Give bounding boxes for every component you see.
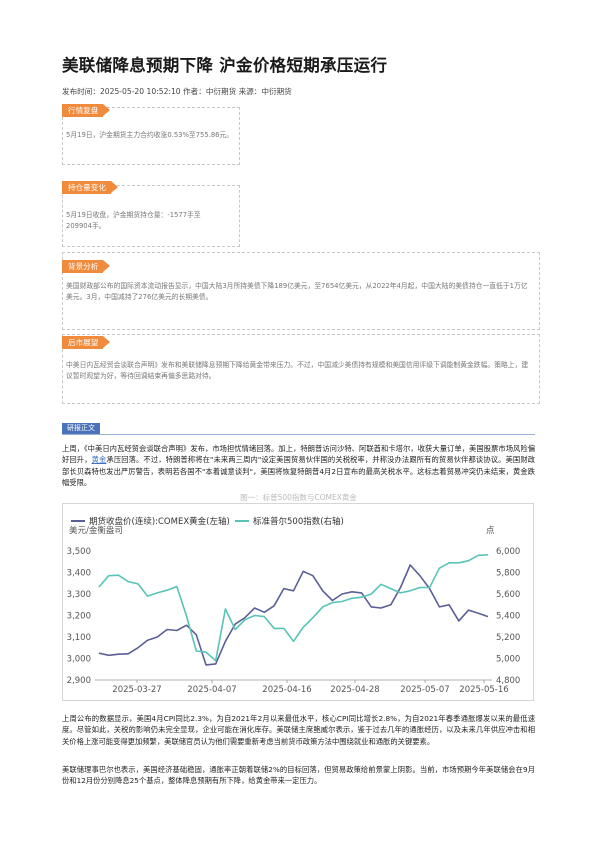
- background-text: 美国财政部公布的国际资本流动报告显示，中国大陆3月所持美债下降189亿美元，至7…: [66, 282, 528, 301]
- market-review-text: 5月19日，沪金期货主力合约收涨0.53%至755.86元。: [66, 131, 234, 139]
- background-tag: 背景分析: [62, 260, 111, 273]
- paragraph-1: 上周，《中美日内瓦经贸会谈联合声明》发布，市场担忧情绪回落。加上，特朗普访问沙特…: [62, 443, 535, 489]
- gold-link[interactable]: 黄金: [91, 455, 107, 465]
- x-axis-tick-label: 2025-03-27: [112, 685, 161, 695]
- right-axis-tick-label: 5,200: [496, 633, 520, 643]
- position-change-tag: 持仓量变化: [62, 181, 118, 194]
- report-title: 美联储降息预期下降 沪金价格短期承压运行: [62, 56, 388, 75]
- chart-frame: 2,900 3,000 3,100 3,200 3,300 3,400 3,500 4,800…: [62, 503, 534, 701]
- report-body-label: 研报正文: [62, 423, 100, 434]
- market-review-box: [62, 107, 240, 165]
- position-change-text: 5月19日收盘，沪金期货持仓量：-1577手至209904手。: [66, 211, 201, 230]
- right-axis-tick-label: 5,600: [496, 590, 520, 600]
- market-review-tag: 行情复盘: [62, 104, 111, 117]
- right-axis-unit: 点: [486, 526, 495, 536]
- section-divider: [62, 434, 535, 435]
- legend-label-gold: 期货收盘价(连续):COMEX黄金(左轴): [89, 516, 230, 527]
- paragraph-3: 美联储理事巴尔也表示，美国经济基础稳固，通胀率正朝着联储2%的目标回落，但贸易政…: [62, 765, 535, 786]
- right-axis-tick-label: 4,800: [496, 676, 520, 686]
- left-axis-unit: 美元/金衡盎司: [69, 525, 123, 536]
- outlook-text: 中美日内瓦经贸会谈联合声明》发布和美联储降息预期下降给黄金带来压力。不过，中国减…: [66, 361, 529, 380]
- gold-sp500-chart: 2,900 3,000 3,100 3,200 3,300 3,400 3,500 4,800…: [67, 516, 521, 695]
- left-axis-tick-label: 3,100: [67, 633, 91, 643]
- left-axis-tick-label: 3,200: [67, 612, 91, 622]
- left-axis-tick-label: 3,500: [67, 547, 91, 557]
- right-axis-tick-label: 5,400: [496, 612, 520, 622]
- report-meta: 发布时间：2025-05-20 10:52:10 作者：中衍期货 来源：中衍期货: [62, 87, 292, 96]
- x-axis-tick-label: 2025-05-07: [400, 685, 449, 695]
- series-line-gold: [98, 564, 489, 666]
- paragraph-1-a: 上周，《中美日内瓦经贸会谈联合声明》发布，市场担忧情绪回落。加上，特朗普访问沙特…: [62, 444, 535, 465]
- x-axis-tick-label: 2025-04-16: [262, 685, 311, 695]
- x-axis-tick-label: 2025-05-16: [459, 685, 508, 695]
- background-box: [62, 252, 540, 330]
- x-axis-tick-label: 2025-04-07: [187, 685, 236, 695]
- right-axis-tick-label: 5,800: [496, 569, 520, 579]
- legend-label-sp500: 标准普尔500指数(右轴): [253, 516, 344, 527]
- left-axis-tick-label: 3,300: [67, 590, 91, 600]
- position-change-box: [62, 185, 240, 247]
- left-axis-tick-label: 3,000: [67, 655, 91, 665]
- outlook-tag: 后市展望: [62, 336, 111, 349]
- left-axis-tick-label: 3,400: [67, 569, 91, 579]
- outlook-box: [62, 334, 540, 404]
- chart-title: 图一：标普500指数与COMEX黄金: [240, 493, 357, 502]
- paragraph-1-b: 承压回落。不过，特朗普称将在"未来两三周内"设定美国贸易伙伴国的关税税率，并称没…: [62, 455, 536, 488]
- right-axis-tick-label: 5,000: [496, 655, 520, 665]
- series-line-sp500: [98, 554, 489, 662]
- left-axis-tick-label: 2,900: [67, 676, 91, 686]
- right-axis-tick-label: 6,000: [496, 547, 520, 557]
- x-axis-tick-label: 2025-04-28: [330, 685, 379, 695]
- paragraph-2: 上周公布的数据显示，美国4月CPI同比2.3%，为自2021年2月以来最低水平，…: [62, 714, 535, 746]
